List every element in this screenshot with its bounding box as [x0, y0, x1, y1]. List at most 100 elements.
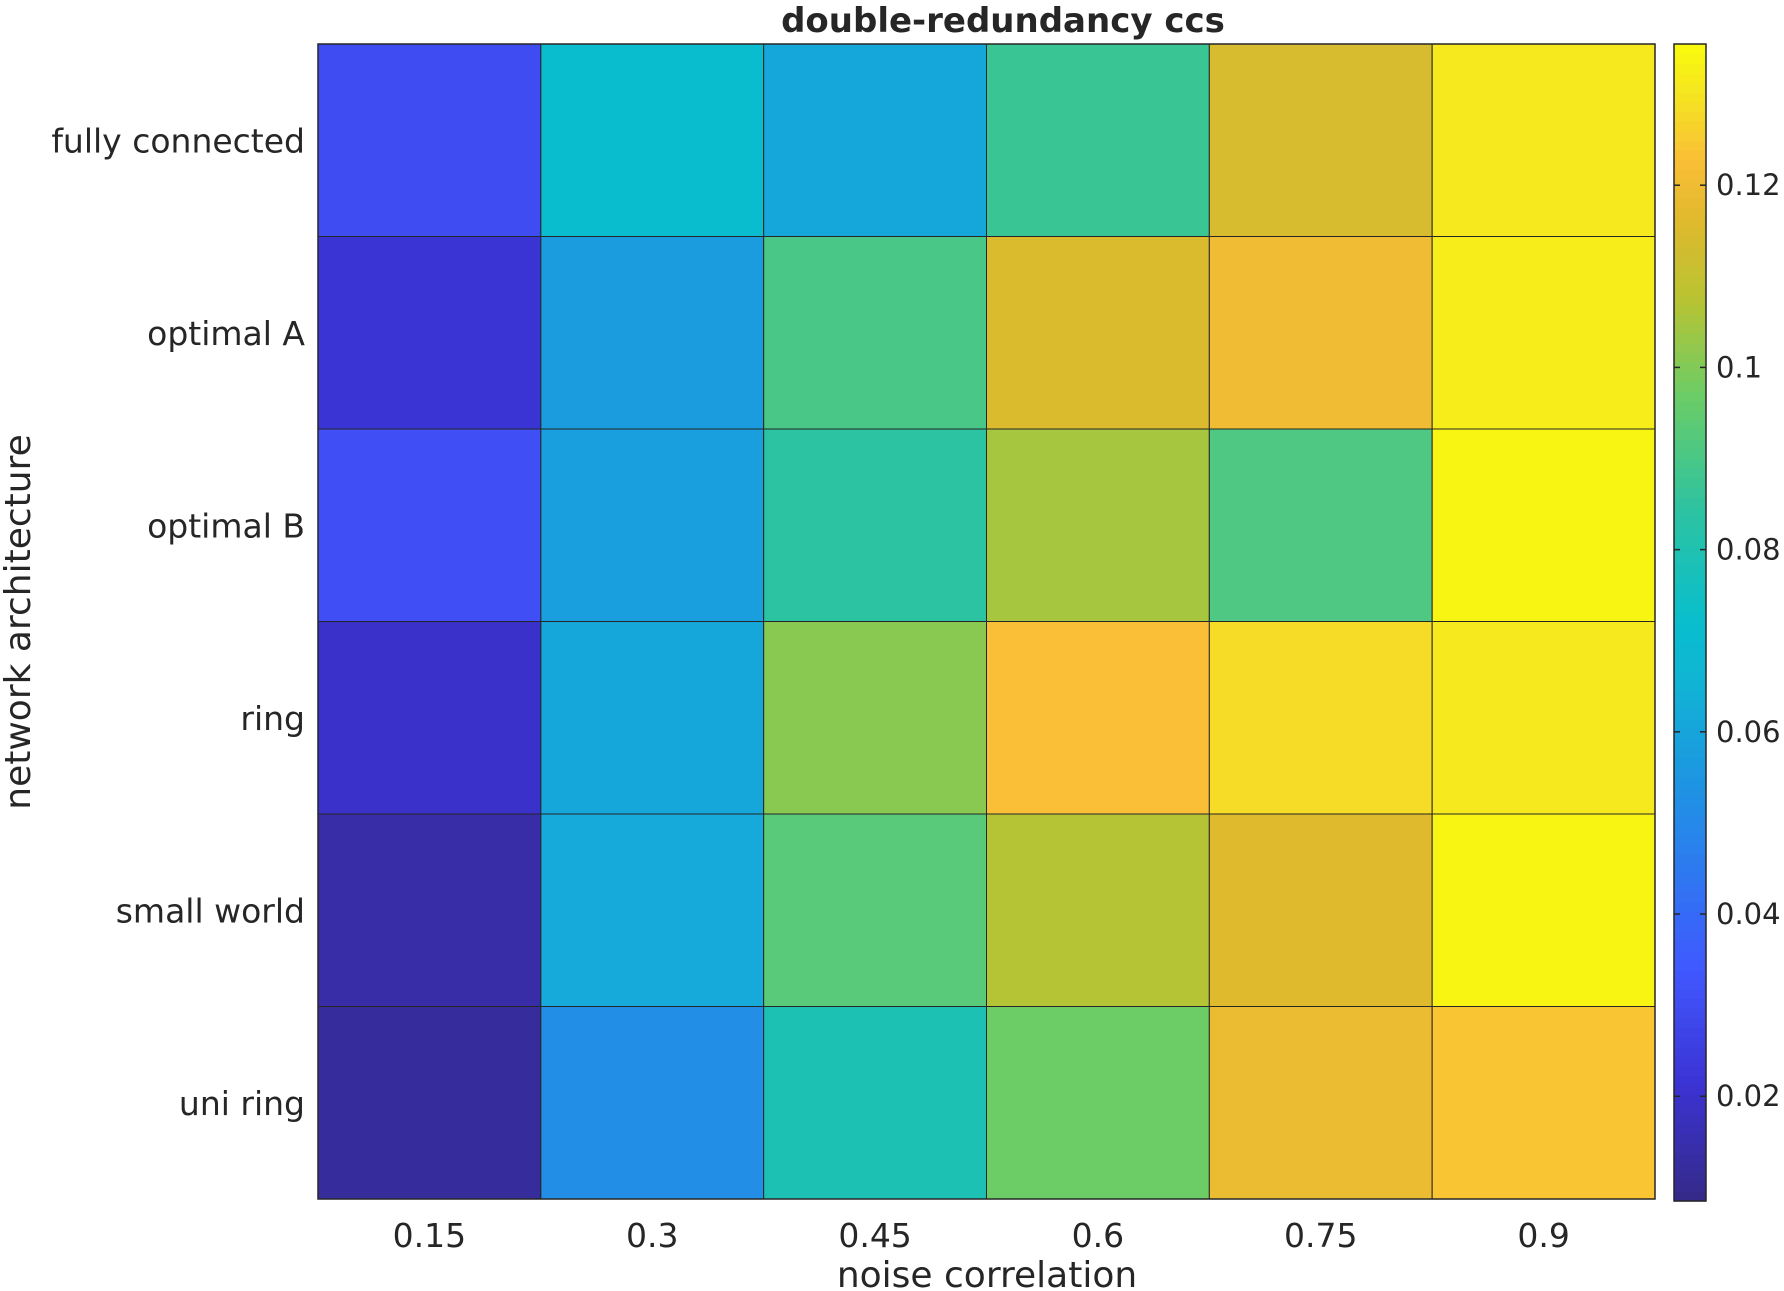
colorbar-segment	[1674, 728, 1706, 739]
y-tick-label: small world	[116, 891, 305, 930]
x-tick-label: 0.75	[1284, 1216, 1357, 1255]
colorbar-segment	[1674, 333, 1706, 344]
heatmap-cell	[317, 813, 542, 1007]
colorbar-segment	[1674, 921, 1706, 932]
colorbar-segment	[1674, 969, 1706, 980]
heatmap-cell	[1208, 428, 1433, 622]
heatmap-cell	[763, 43, 988, 237]
colorbar-segment	[1674, 709, 1706, 720]
colorbar-segment	[1674, 381, 1706, 392]
colorbar-segment	[1674, 130, 1706, 142]
colorbar-segment	[1674, 1172, 1706, 1183]
colorbar-segment	[1674, 1037, 1706, 1048]
colorbar-segment	[1674, 767, 1706, 778]
x-tick-label: 0.9	[1517, 1216, 1569, 1255]
heatmap-cell	[986, 621, 1210, 815]
colorbar-segment	[1674, 198, 1706, 209]
y-tick-label: uni ring	[179, 1084, 305, 1123]
colorbar-segment	[1674, 1017, 1706, 1029]
colorbar-segment	[1674, 448, 1706, 460]
colorbar-tick-label: 0.08	[1716, 533, 1781, 567]
colorbar-gradient	[1674, 44, 1706, 1202]
plot-frame	[317, 43, 1656, 1200]
colorbar-segment	[1674, 651, 1706, 662]
heatmap-cell	[986, 428, 1210, 622]
colorbar-segment	[1674, 439, 1706, 450]
colorbar-segment	[1674, 285, 1706, 296]
colorbar-segment	[1674, 1075, 1706, 1086]
colorbar-segment	[1674, 1094, 1706, 1106]
colorbar-frame	[1673, 43, 1707, 1202]
heatmap-cell	[986, 813, 1210, 1007]
colorbar-segment	[1674, 468, 1706, 479]
colorbar-segment	[1674, 593, 1706, 604]
heatmap-cell	[540, 43, 765, 237]
colorbar-tick-label: 0.06	[1716, 715, 1781, 749]
heatmap-cell	[986, 236, 1210, 430]
colorbar-segment	[1674, 902, 1706, 913]
colorbar-segment	[1674, 53, 1706, 64]
colorbar-segment	[1674, 275, 1706, 286]
colorbar-segment	[1674, 304, 1706, 315]
colorbar-segment	[1674, 1133, 1706, 1144]
colorbar-segment	[1674, 931, 1706, 942]
colorbar-segment	[1674, 632, 1706, 643]
colorbar-segment	[1674, 834, 1706, 845]
colorbar-segment	[1674, 853, 1706, 865]
colorbar-segment	[1674, 583, 1706, 595]
colorbar-ticks: 0.02 0.04 0.06 0.08 0.1 0.12	[1674, 168, 1781, 1113]
heatmap-cell	[986, 1006, 1210, 1200]
heatmap-cell	[1208, 1006, 1433, 1200]
colorbar-segment	[1674, 391, 1706, 402]
heatmap-cell	[540, 236, 765, 430]
colorbar-segment	[1674, 815, 1706, 826]
heatmap-cell	[1431, 428, 1656, 622]
colorbar-segment	[1674, 670, 1706, 681]
heatmap-cell	[317, 621, 542, 815]
colorbar-segment	[1674, 82, 1706, 93]
colorbar-segment	[1674, 680, 1706, 691]
colorbar-tick-label: 0.02	[1716, 1079, 1781, 1113]
x-tick-labels: 0.15 0.3 0.45 0.6 0.75 0.9	[393, 1216, 1570, 1255]
colorbar-segment	[1674, 207, 1706, 219]
heatmap-cells	[317, 43, 1656, 1200]
heatmap-cell	[540, 1006, 765, 1200]
colorbar-segment	[1674, 371, 1706, 383]
colorbar-segment	[1674, 506, 1706, 518]
colorbar-segment	[1674, 950, 1706, 961]
heatmap-cell	[1431, 43, 1656, 237]
colorbar-segment	[1674, 1008, 1706, 1019]
colorbar-segment	[1674, 487, 1706, 498]
colorbar-segment	[1674, 873, 1706, 884]
heatmap-cell	[317, 428, 542, 622]
colorbar-segment	[1674, 227, 1706, 238]
colorbar-segment	[1674, 1162, 1706, 1173]
colorbar-segment	[1674, 1114, 1706, 1125]
colorbar-segment	[1674, 545, 1706, 556]
x-tick-label: 0.45	[838, 1216, 911, 1255]
colorbar-segment	[1674, 1191, 1706, 1202]
colorbar-segment	[1674, 1104, 1706, 1115]
colorbar-segment	[1674, 256, 1706, 267]
colorbar-tick-label: 0.1	[1716, 350, 1762, 384]
colorbar-segment	[1674, 612, 1706, 624]
colorbar-segment	[1674, 699, 1706, 710]
colorbar-segment	[1674, 246, 1706, 257]
colorbar-segment	[1674, 805, 1706, 816]
colorbar-segment	[1674, 535, 1706, 546]
x-tick-label: 0.6	[1072, 1216, 1124, 1255]
colorbar-segment	[1674, 564, 1706, 575]
colorbar-segment	[1674, 121, 1706, 132]
heatmap-cell	[540, 428, 765, 622]
colorbar-segment	[1674, 101, 1706, 113]
heatmap-cell	[1208, 43, 1433, 237]
colorbar-segment	[1674, 940, 1706, 951]
colorbar-segment	[1674, 497, 1706, 508]
colorbar-segment	[1674, 1181, 1706, 1192]
y-tick-label: optimal A	[147, 314, 305, 353]
colorbar-segment	[1674, 159, 1706, 170]
colorbar-segment	[1674, 1027, 1706, 1038]
colorbar-segment	[1674, 689, 1706, 701]
colorbar-segment	[1674, 892, 1706, 903]
colorbar-segment	[1674, 1066, 1706, 1077]
